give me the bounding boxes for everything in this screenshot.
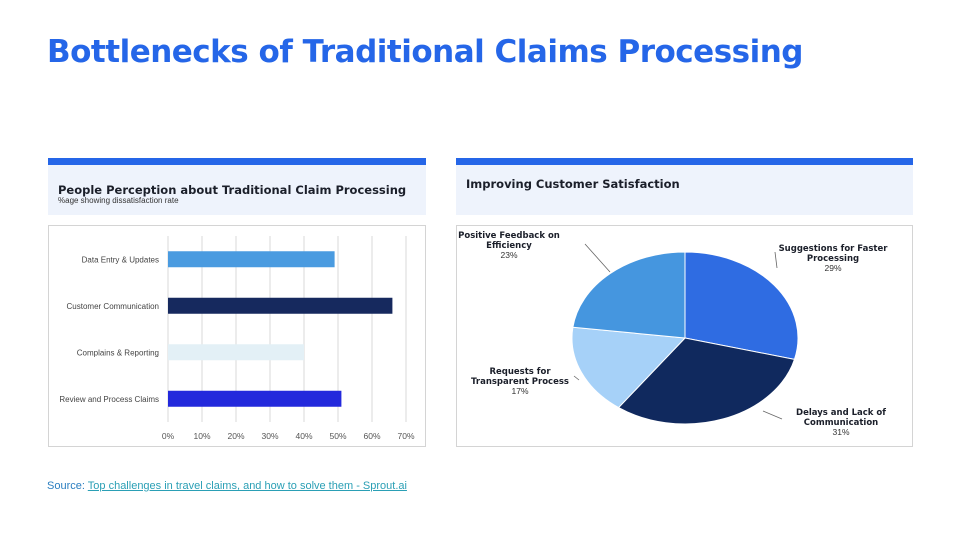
slice-label: Requests for Transparent Process [471,367,569,387]
x-tick-label: 20% [227,431,244,441]
bar-chart: 0% 10% 20% 30% 40% 50% 60% 70% Data Entry & Upda… [59,236,415,441]
slice-percent: 31% [832,427,849,437]
leader-line [584,243,611,273]
category-label: Customer Communication [67,302,159,311]
bar [168,390,342,407]
left-chart-title: People Perception about Traditional Clai… [58,183,407,197]
pie-chart-box: Suggestions for Faster Processing 29% Delay… [456,225,913,447]
x-tick-label: 50% [329,431,346,441]
left-chart-subtitle: %age showing dissatisfaction rate [58,196,179,205]
pie-slice [571,326,687,409]
slice-percent: 17% [511,386,528,396]
x-tick-label: 70% [397,431,414,441]
x-tick-label: 30% [261,431,278,441]
slice-label: Suggestions for Faster Processing [779,244,889,264]
x-tick-label: 40% [295,431,312,441]
source-prefix: Source: [47,480,88,492]
x-tick-label: 0% [162,431,175,441]
slice-percent: 29% [824,263,841,273]
slice-label: Positive Feedback on Efficiency [458,231,560,251]
pie-slice [684,251,799,360]
source-note: Source: Top challenges in travel claims,… [47,480,407,492]
slice-percent: 23% [500,250,517,260]
x-tick-label: 60% [363,431,380,441]
category-label: Data Entry & Updates [82,255,159,264]
bar-chart-box: 0% 10% 20% 30% 40% 50% 60% 70% Data Entry & Upda… [48,225,426,447]
right-chart-header: Improving Customer Satisfaction [456,158,913,215]
bar [168,344,304,361]
left-chart-header: People Perception about Traditional Clai… [48,158,426,215]
leader-line [762,410,783,420]
source-link[interactable]: Top challenges in travel claims, and how… [87,480,407,492]
slide-title: Bottlenecks of Traditional Claims Proces… [47,34,804,70]
pie-slice [572,251,686,339]
bar [168,251,335,268]
right-chart-title: Improving Customer Satisfaction [466,177,680,191]
pie-slice [617,337,796,425]
leader-line [573,375,580,381]
bar [168,297,393,314]
leader-line [774,251,778,269]
slice-label: Delays and Lack of Communication [796,408,886,428]
category-label: Review and Process Claims [59,395,159,404]
x-tick-label: 10% [193,431,210,441]
category-label: Complains & Reporting [77,348,159,357]
